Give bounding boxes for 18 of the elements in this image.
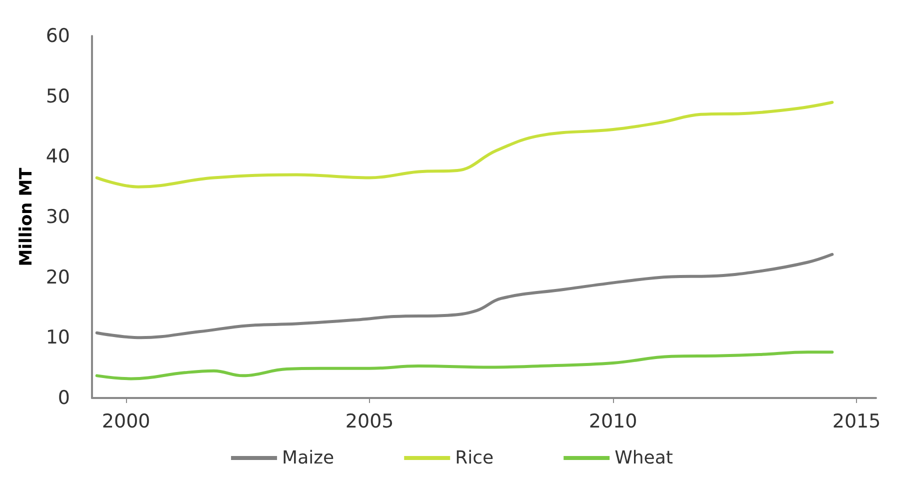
x-tick-label: 2005 [345,410,394,432]
legend-label: Wheat [614,448,673,468]
y-tick-label: 20 [46,266,70,288]
y-tick-label: 30 [46,206,70,228]
line-series [95,350,834,380]
x-tick-label: 2015 [832,410,881,432]
x-tick-label: 2000 [102,410,150,432]
legend-label: Rice [455,448,494,468]
y-tick-label: 50 [46,85,70,108]
y-tick-label: 40 [46,146,70,168]
y-tick-label: 0 [58,387,70,409]
line-series [95,100,834,188]
x-tick-label: 2010 [588,410,638,432]
y-axis-title: Million MT [16,167,36,266]
y-tick-label: 10 [46,326,70,349]
line-series [95,252,834,340]
y-tick-label: 60 [46,25,70,47]
legend-label: Maize [282,448,334,468]
